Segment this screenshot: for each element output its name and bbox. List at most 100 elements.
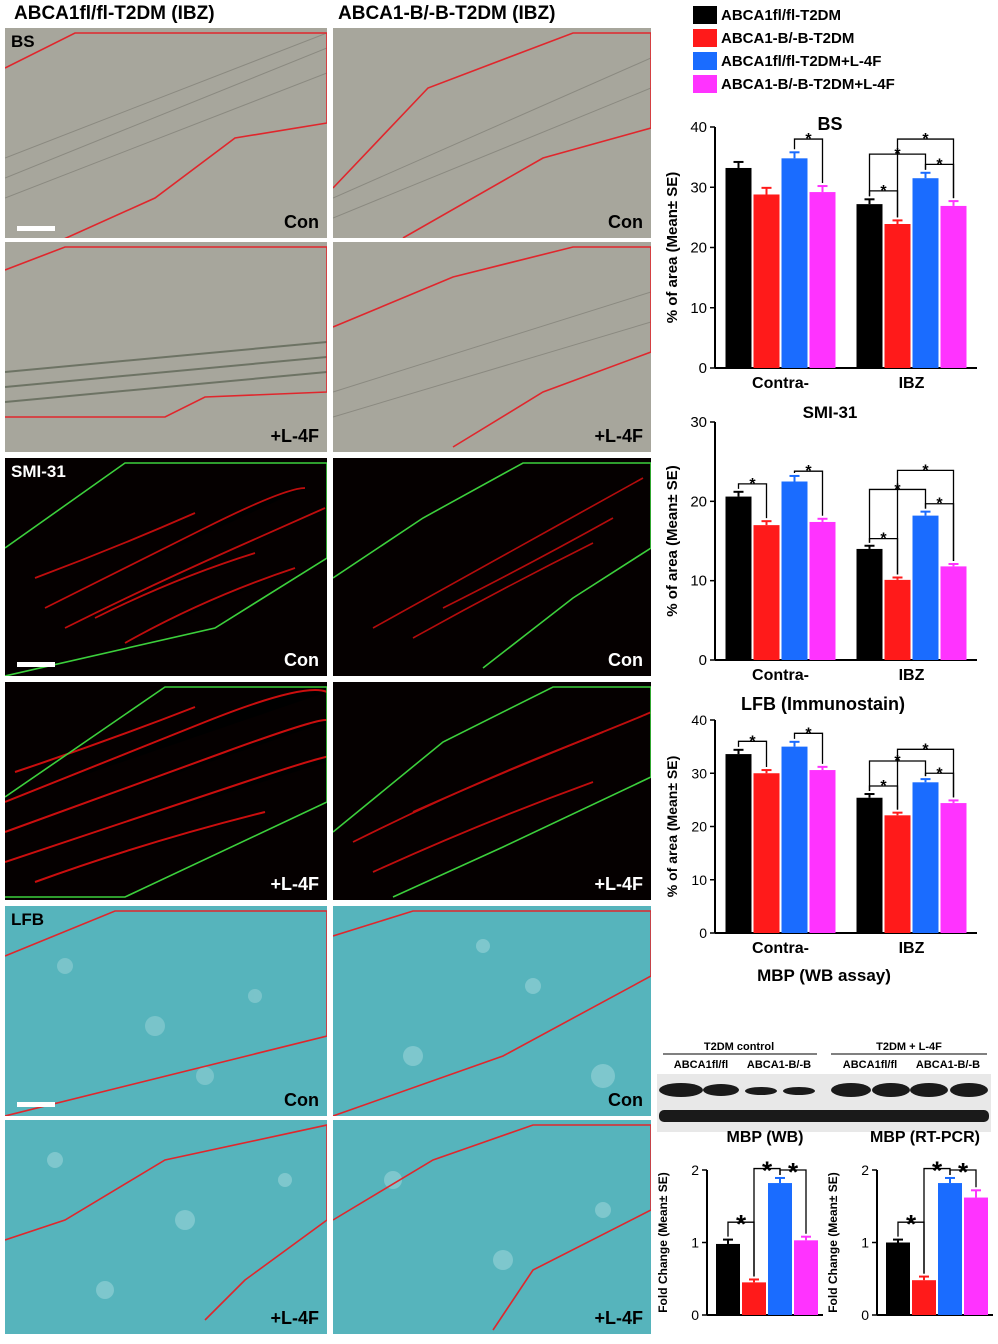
significance-bracket (949, 1169, 977, 1188)
scale-bar (17, 1102, 55, 1107)
chart-title: BS (817, 114, 842, 134)
bar (886, 1242, 910, 1315)
bar (912, 515, 939, 660)
scale-bar (17, 662, 55, 667)
y-tick-label: 30 (690, 414, 707, 431)
significance-star: * (788, 1157, 799, 1187)
condition-label-con: Con (284, 1090, 319, 1110)
condition-label-l4f: +L-4F (594, 1308, 643, 1328)
y-tick-label: 30 (690, 179, 707, 196)
mbp-rtpcr-chart: MBP (RT-PCR) Fold Change (Mean± SE) 0 1 2 * * * (825, 1122, 995, 1339)
western-blot: T2DM control T2DM + L-4F ABCA1fl/fl ABCA… (655, 1040, 993, 1132)
significance-star: * (749, 476, 756, 493)
y-tick-label: 0 (699, 360, 707, 377)
bs-con-fl-panel: BS Con (5, 28, 327, 238)
legend-item: ABCA1-B/-B-T2DM (693, 27, 895, 49)
x-category-label: Contra- (752, 940, 809, 957)
bar (940, 803, 967, 933)
y-tick-label: 40 (691, 712, 707, 728)
legend: ABCA1fl/fl-T2DM ABCA1-B/-B-T2DM ABCA1fl/… (693, 4, 895, 96)
bs-l4f-fl-panel: +L-4F (5, 242, 327, 452)
condition-label-con: Con (608, 650, 643, 670)
smi-con-b-panel: Con (333, 458, 651, 676)
chart-title: LFB (Immunostain) (741, 694, 905, 714)
chart-title: MBP (WB) (726, 1129, 803, 1146)
x-category-label: Contra- (752, 375, 809, 392)
smi-region-outline (333, 686, 651, 898)
condition-label-con: Con (608, 212, 643, 232)
lfb-region-outline (333, 1124, 651, 1331)
condition-label-con: Con (608, 1090, 643, 1110)
bar (742, 1282, 766, 1315)
bar (884, 224, 911, 368)
bs-con-b-panel: Con (333, 28, 651, 238)
bar (725, 167, 752, 368)
smi-l4f-b-panel: +L-4F (333, 682, 651, 900)
y-tick-label: 10 (690, 573, 707, 590)
lfb-l4f-fl-panel: +L-4F (5, 1120, 327, 1334)
bs-region-outline (333, 32, 651, 238)
bar (856, 797, 883, 933)
bar (940, 205, 967, 368)
bar (912, 178, 939, 368)
scale-bar (17, 226, 55, 231)
legend-swatch (693, 6, 717, 24)
column-title-fl: ABCA1fl/fl-T2DM (IBZ) (14, 3, 215, 24)
significance-star: * (936, 765, 943, 782)
significance-star: * (805, 463, 812, 480)
significance-bracket (896, 138, 955, 218)
legend-swatch (693, 52, 717, 70)
bar (753, 525, 780, 660)
bar (809, 192, 836, 368)
bs-region-outline (5, 32, 327, 238)
significance-star: * (805, 131, 812, 148)
x-category-label: IBZ (899, 940, 925, 957)
y-axis-label: % of area (Mean± SE) (664, 465, 681, 617)
y-tick-label: 2 (861, 1162, 869, 1178)
y-tick-label: 0 (699, 652, 707, 669)
bar (884, 815, 911, 933)
chart-svg: LFB (Immunostain) % of area (Mean± SE) 0 10… (664, 694, 977, 957)
condition-label-con: Con (284, 650, 319, 670)
bar (716, 1243, 740, 1315)
wb-lane-label: ABCA1-B/-B (916, 1059, 980, 1071)
chart-svg: MBP (RT-PCR) Fold Change (Mean± SE) 0 1 2 * * * (826, 1129, 993, 1323)
y-axis-label: Fold Change (Mean± SE) (656, 1172, 670, 1313)
chart-svg: MBP (WB) Fold Change (Mean± SE) 0 1 2 * * * (656, 1129, 823, 1323)
significance-bracket (896, 469, 955, 575)
bar (856, 204, 883, 368)
condition-label-l4f: +L-4F (594, 426, 643, 446)
stain-label-bs: BS (11, 32, 35, 51)
significance-star: * (936, 156, 943, 173)
bs-region-outline (5, 246, 327, 418)
smi31-chart: SMI-31 % of area (Mean± SE) 0 10 20 30 Contra-… (655, 398, 995, 698)
bs-l4f-b-panel: +L-4F (333, 242, 651, 452)
significance-star: * (936, 496, 943, 513)
lfb-con-fl-panel: LFB Con (5, 906, 327, 1116)
significance-bracket (896, 748, 955, 810)
significance-bracket (737, 740, 768, 768)
condition-label-con: Con (284, 212, 319, 232)
lfb-region-outline (333, 910, 651, 1116)
bs-chart: BS % of area (Mean± SE) 0 10 20 30 40 Contra- IB… (655, 100, 995, 405)
significance-bracket (793, 138, 824, 184)
y-tick-label: 0 (861, 1307, 869, 1323)
y-axis-label: Fold Change (Mean± SE) (826, 1172, 840, 1313)
bar (781, 746, 808, 933)
y-tick-label: 1 (861, 1235, 869, 1251)
legend-label: ABCA1fl/fl-T2DM+L-4F (721, 52, 882, 70)
smi-region-outline (333, 462, 651, 669)
condition-label-l4f: +L-4F (270, 1308, 319, 1328)
stain-label-lfb: LFB (11, 910, 45, 929)
condition-label-l4f: +L-4F (270, 874, 319, 894)
condition-label-l4f: +L-4F (594, 874, 643, 894)
chart-svg: BS % of area (Mean± SE) 0 10 20 30 40 Contra- IB… (664, 114, 977, 392)
bar (964, 1197, 988, 1315)
y-tick-label: 10 (690, 300, 707, 317)
legend-item: ABCA1fl/fl-T2DM+L-4F (693, 50, 895, 72)
stain-label-smi: SMI-31 (11, 462, 66, 481)
legend-item: ABCA1fl/fl-T2DM (693, 4, 895, 26)
x-category-label: IBZ (899, 375, 925, 392)
y-tick-label: 1 (691, 1235, 699, 1251)
y-tick-label: 30 (691, 765, 707, 781)
